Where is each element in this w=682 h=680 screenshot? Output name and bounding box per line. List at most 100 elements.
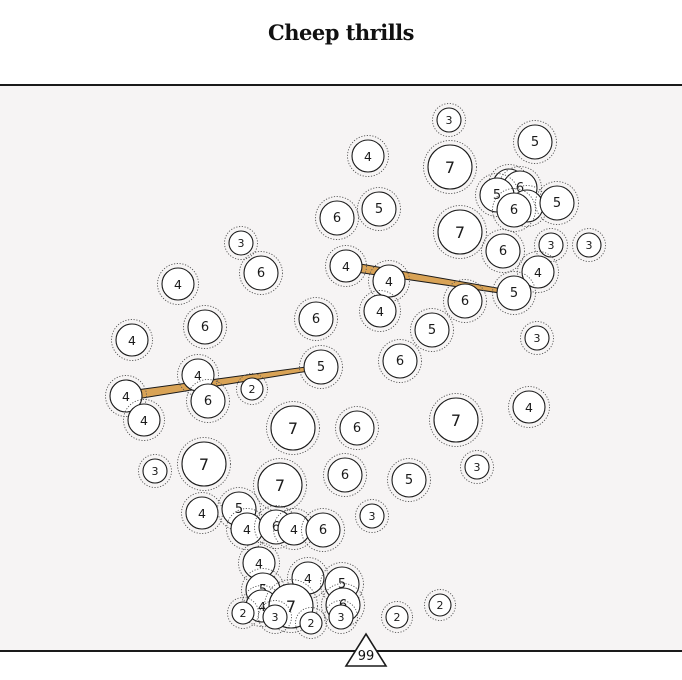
node-circle[interactable] [329, 249, 363, 283]
node-circle[interactable] [391, 462, 427, 498]
node[interactable]: 3 [520, 321, 554, 355]
node[interactable]: 5 [410, 308, 454, 352]
node-circle[interactable] [187, 309, 223, 345]
node[interactable]: 7 [423, 140, 477, 194]
node-circle[interactable] [496, 275, 532, 311]
node-circle[interactable] [339, 410, 375, 446]
node[interactable]: 6 [443, 279, 487, 323]
node[interactable]: 4 [238, 542, 280, 584]
node[interactable]: 3 [432, 103, 466, 137]
node[interactable]: 7 [177, 437, 231, 491]
node[interactable]: 2 [295, 607, 327, 639]
node-circle[interactable] [436, 107, 462, 133]
node-circle[interactable] [447, 283, 483, 319]
node[interactable]: 4 [508, 386, 550, 428]
node-circle[interactable] [485, 233, 521, 269]
node[interactable]: 6 [183, 305, 227, 349]
node-circle[interactable] [524, 325, 550, 351]
node[interactable]: 4 [347, 135, 389, 177]
node[interactable]: 6 [239, 251, 283, 295]
node[interactable]: 6 [301, 508, 345, 552]
node-circle[interactable] [305, 512, 341, 548]
node[interactable]: 2 [227, 597, 259, 629]
node[interactable]: 6 [492, 188, 536, 232]
node[interactable]: 4 [181, 492, 223, 534]
node-circle[interactable] [181, 441, 227, 487]
node-circle[interactable] [464, 454, 490, 480]
node-circle[interactable] [142, 458, 168, 484]
node[interactable]: 6 [315, 196, 359, 240]
node[interactable]: 6 [186, 379, 230, 423]
node[interactable]: 2 [236, 373, 268, 405]
node-circle[interactable] [228, 230, 254, 256]
node[interactable]: 4 [325, 245, 367, 287]
node[interactable]: 3 [572, 228, 606, 262]
node[interactable]: 7 [253, 458, 307, 512]
node[interactable]: 6 [323, 453, 367, 497]
node[interactable]: 7 [433, 205, 487, 259]
node[interactable]: 5 [492, 271, 536, 315]
node[interactable]: 7 [429, 393, 483, 447]
node[interactable]: 6 [294, 297, 338, 341]
node[interactable]: 4 [359, 290, 401, 332]
node-circle[interactable] [243, 255, 279, 291]
node-circle[interactable] [240, 377, 264, 401]
node[interactable]: 4 [111, 319, 153, 361]
node[interactable]: 4 [157, 263, 199, 305]
node-circle[interactable] [576, 232, 602, 258]
node-circle[interactable] [382, 343, 418, 379]
node-circle[interactable] [319, 200, 355, 236]
node-circle[interactable] [262, 604, 288, 630]
node-circle[interactable] [299, 611, 323, 635]
node[interactable]: 6 [378, 339, 422, 383]
node-circle[interactable] [257, 462, 303, 508]
node-circle[interactable] [361, 191, 397, 227]
node-circle[interactable] [190, 383, 226, 419]
node-circle[interactable] [437, 209, 483, 255]
node-circle[interactable] [539, 185, 575, 221]
node-circle[interactable] [328, 604, 354, 630]
node-circle[interactable] [385, 605, 409, 629]
node-circle[interactable] [270, 405, 316, 451]
node-circle[interactable] [231, 601, 255, 625]
node[interactable]: 3 [355, 499, 389, 533]
node[interactable]: 6 [481, 229, 525, 273]
node[interactable]: 3 [460, 450, 494, 484]
node[interactable]: 3 [258, 600, 292, 634]
node[interactable]: 4 [517, 251, 559, 293]
node-circle[interactable] [363, 294, 397, 328]
node-circle[interactable] [327, 457, 363, 493]
node-circle[interactable] [185, 496, 219, 530]
node[interactable]: 6 [335, 406, 379, 450]
node[interactable]: 5 [513, 120, 557, 164]
node[interactable]: 3 [534, 228, 568, 262]
node-circle[interactable] [161, 267, 195, 301]
node[interactable]: 2 [381, 601, 413, 633]
node-circle[interactable] [512, 390, 546, 424]
node-circle[interactable] [538, 232, 564, 258]
node[interactable]: 5 [535, 181, 579, 225]
node-circle[interactable] [521, 255, 555, 289]
node[interactable]: 7 [266, 401, 320, 455]
node[interactable]: 2 [424, 589, 456, 621]
node-circle[interactable] [372, 264, 406, 298]
node[interactable]: 5 [387, 458, 431, 502]
node[interactable]: 5 [299, 345, 343, 389]
node-circle[interactable] [433, 397, 479, 443]
node-circle[interactable] [517, 124, 553, 160]
node-circle[interactable] [359, 503, 385, 529]
node[interactable]: 5 [357, 187, 401, 231]
node[interactable]: 3 [324, 600, 358, 634]
node-circle[interactable] [428, 593, 452, 617]
node-circle[interactable] [496, 192, 532, 228]
node-circle[interactable] [109, 379, 143, 413]
node[interactable]: 4 [123, 399, 165, 441]
node[interactable]: 3 [224, 226, 258, 260]
node-circle[interactable] [351, 139, 385, 173]
node-circle[interactable] [427, 144, 473, 190]
node-circle[interactable] [127, 403, 161, 437]
node[interactable]: 4 [105, 375, 147, 417]
node-circle[interactable] [298, 301, 334, 337]
node-circle[interactable] [115, 323, 149, 357]
